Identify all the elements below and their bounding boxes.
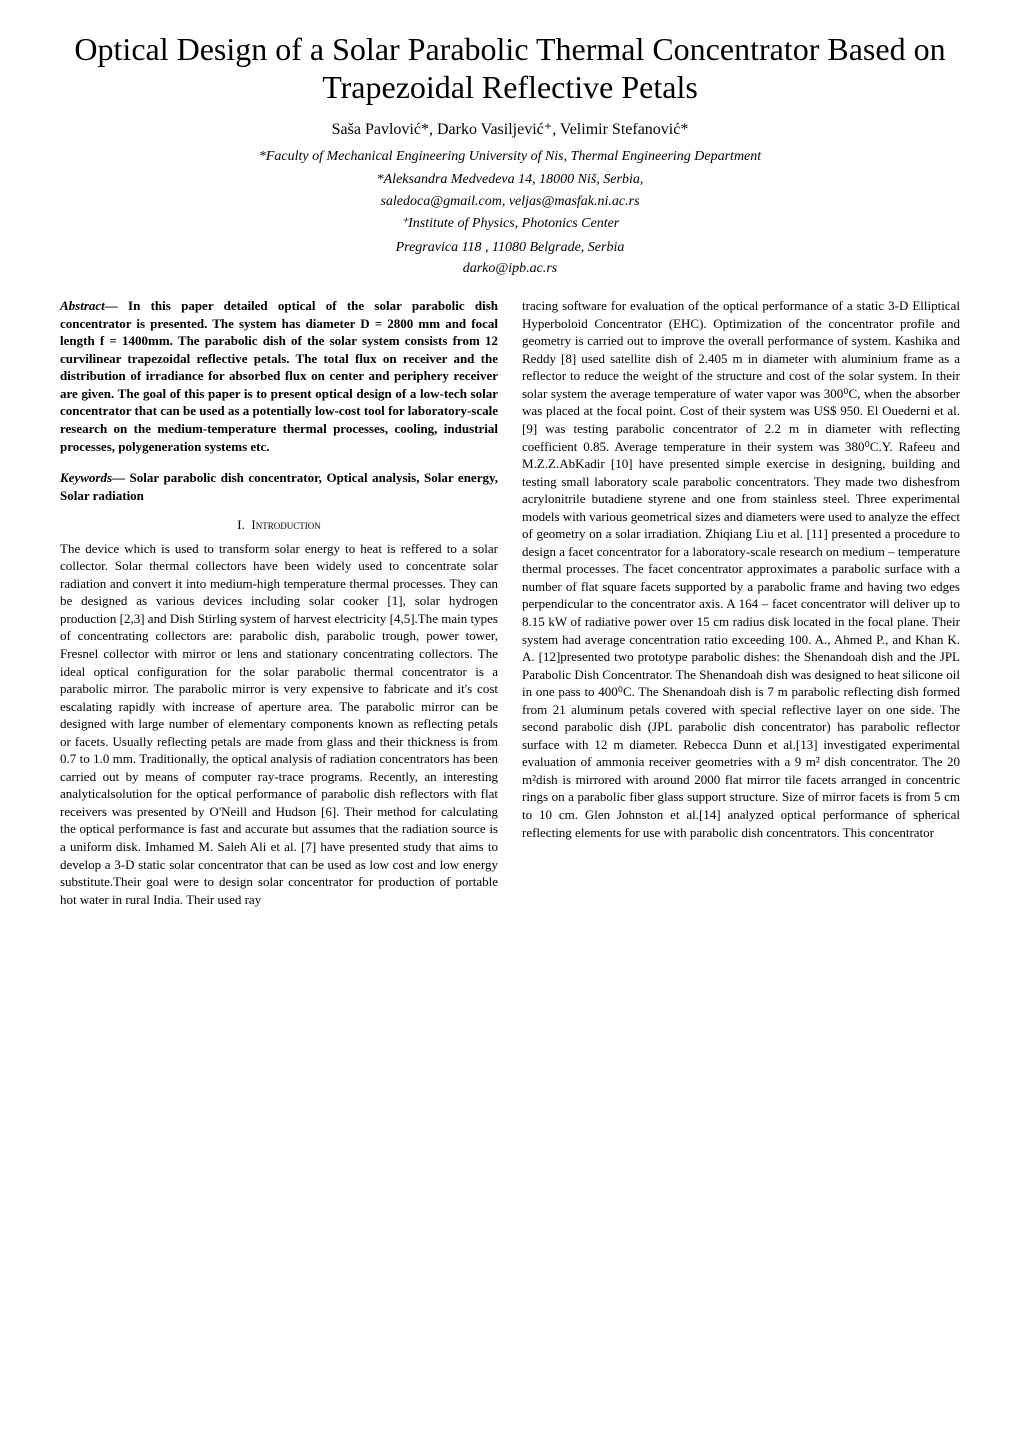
keywords-section: Keywords— Solar parabolic dish concentra…	[60, 469, 498, 504]
affiliation-1-line-1: *Faculty of Mechanical Engineering Unive…	[60, 147, 960, 167]
abstract-section: Abstract— In this paper detailed optical…	[60, 297, 498, 455]
email-2: darko@ipb.ac.rs	[60, 261, 960, 277]
abstract-label: Abstract—	[60, 298, 128, 313]
affiliation-2-line-2: Pregravica 118 , 11080 Belgrade, Serbia	[60, 238, 960, 258]
paper-header: Optical Design of a Solar Parabolic Ther…	[60, 30, 960, 277]
affiliation-1-line-2: *Aleksandra Medvedeva 14, 18000 Niš, Ser…	[60, 170, 960, 190]
email-1: saledoca@gmail.com, veljas@masfak.ni.ac.…	[60, 194, 960, 210]
right-column: tracing software for evaluation of the o…	[522, 297, 960, 908]
column-2-body: tracing software for evaluation of the o…	[522, 297, 960, 841]
affiliation-2-line-1: ⁺Institute of Physics, Photonics Center	[60, 214, 960, 234]
two-column-layout: Abstract— In this paper detailed optical…	[60, 297, 960, 908]
abstract-text: In this paper detailed optical of the so…	[60, 298, 498, 453]
keywords-label: Keywords—	[60, 470, 130, 485]
column-1-body: The device which is used to transform so…	[60, 540, 498, 908]
section-1-heading: I. Introduction	[60, 516, 498, 534]
authors-line: Saša Pavlović*, Darko Vasiljević⁺, Velim…	[60, 119, 960, 139]
section-1-title: Introduction	[251, 517, 320, 532]
paper-title: Optical Design of a Solar Parabolic Ther…	[60, 30, 960, 107]
left-column: Abstract— In this paper detailed optical…	[60, 297, 498, 908]
section-1-number: I.	[237, 517, 245, 532]
